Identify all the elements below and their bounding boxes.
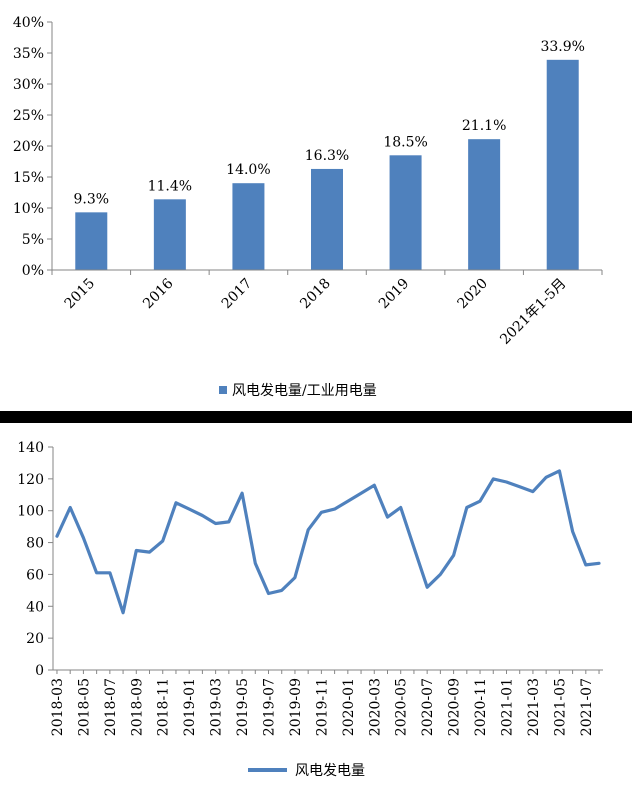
bar-data-label: 14.0% [226,162,270,178]
bar-chart: 0% 5% 10% 15% 20% 25% 30% 35% 40% 9.3% 11.4% 14.0%… [13,15,603,399]
line-x-tick-label: 2019-05 [235,678,251,736]
bar [311,168,343,270]
line-y-tick-label: 80 [26,536,44,552]
bar-legend: 风电发电量/工业用电量 [219,383,377,399]
bar-x-tick-label: 2018 [297,276,334,313]
line-y-tick-label: 140 [17,440,44,456]
line-chart: 0 20 40 60 80 100 120 140 2018-03 2018-05 2018-07… [17,440,603,779]
line-legend: 风电发电量 [248,763,365,779]
line-x-tick-label: 2020-11 [473,678,489,736]
bar-y-tick-label: 20% [13,139,44,155]
bar-y-tick-label: 15% [13,170,44,186]
bar-y-tick-label: 35% [13,46,44,62]
bar-data-label: 9.3% [73,191,109,207]
line-x-tick-label: 2018-11 [156,678,172,736]
bar-data-label: 18.5% [383,134,427,150]
line-x-tick-label: 2018-07 [103,678,119,736]
line-path [55,469,601,615]
line-y-tick-label: 60 [26,567,44,583]
line-y-tick-label: 120 [17,472,44,488]
line-y-tick-label: 40 [26,599,44,615]
bar [389,155,422,270]
bar-y-tick-label: 40% [13,15,44,31]
line-x-tick-label: 2021-01 [499,678,515,736]
bar-series: 9.3% 11.4% 14.0% 16.3% 18.5% 21.1% 33.9% [73,39,585,270]
bar-x-tick-label: 2017 [219,276,256,313]
line-x-tick-label: 2021-05 [552,678,568,736]
bar [153,199,186,270]
line-y-tick-label: 0 [35,663,44,679]
line-series [55,469,601,615]
bar-x-tick-label: 2020 [454,276,491,313]
bar-data-label: 21.1% [462,118,506,134]
line-x-tick-label: 2019-09 [288,678,304,736]
bar-y-tick-label: 30% [13,77,44,93]
line-x-axis: 2018-03 2018-05 2018-07 2018-09 2018-11 2019-… [50,669,603,736]
bar-x-tick-label: 2015 [62,276,99,313]
line-x-tick-label: 2021-03 [526,678,542,736]
line-x-tick-label: 2018-09 [129,678,145,736]
bar-data-label: 16.3% [305,148,349,164]
line-y-tick-label: 100 [17,504,44,520]
line-x-tick-label: 2019-03 [209,678,225,736]
bar-legend-label: 风电发电量/工业用电量 [232,383,377,399]
bar-y-tick-label: 10% [13,201,44,217]
line-x-tick-label: 2020-05 [394,678,410,736]
line-legend-label: 风电发电量 [295,763,365,779]
line-y-tick-label: 20 [26,631,44,647]
bar-legend-swatch [219,386,227,394]
line-x-tick-label: 2020-01 [341,678,357,736]
bar-x-axis: 2015 2016 2017 2018 2019 2020 2021年1-5月 [51,269,603,348]
bar-data-label: 33.9% [540,39,584,55]
panel-divider [0,411,632,423]
bar-y-tick-label: 5% [22,232,44,248]
line-x-tick-label: 2019-01 [182,678,198,736]
line-x-tick-label: 2020-07 [420,678,436,736]
bar-y-axis: 0% 5% 10% 15% 20% 25% 30% 35% 40% [13,15,53,279]
bar [468,139,501,270]
bar [75,212,108,270]
line-y-axis: 0 20 40 60 80 100 120 140 [17,440,54,679]
line-x-tick-label: 2019-11 [314,678,330,736]
bar-y-tick-label: 0% [22,263,44,279]
bar-x-tick-label: 2016 [140,275,177,312]
bar [232,183,265,270]
line-x-tick-label: 2020-09 [447,678,463,736]
bar-x-tick-label: 2021年1-5月 [497,276,569,348]
bar-y-tick-label: 25% [13,108,44,124]
line-x-tick-label: 2021-07 [579,678,595,736]
bar-x-tick-label: 2019 [376,276,413,313]
line-x-tick-label: 2019-07 [262,678,278,736]
line-x-tick-label: 2018-05 [76,678,92,736]
line-x-tick-label: 2020-03 [367,678,383,736]
line-x-tick-label: 2018-03 [50,678,66,736]
bar-data-label: 11.4% [148,178,192,194]
bar [546,59,579,270]
